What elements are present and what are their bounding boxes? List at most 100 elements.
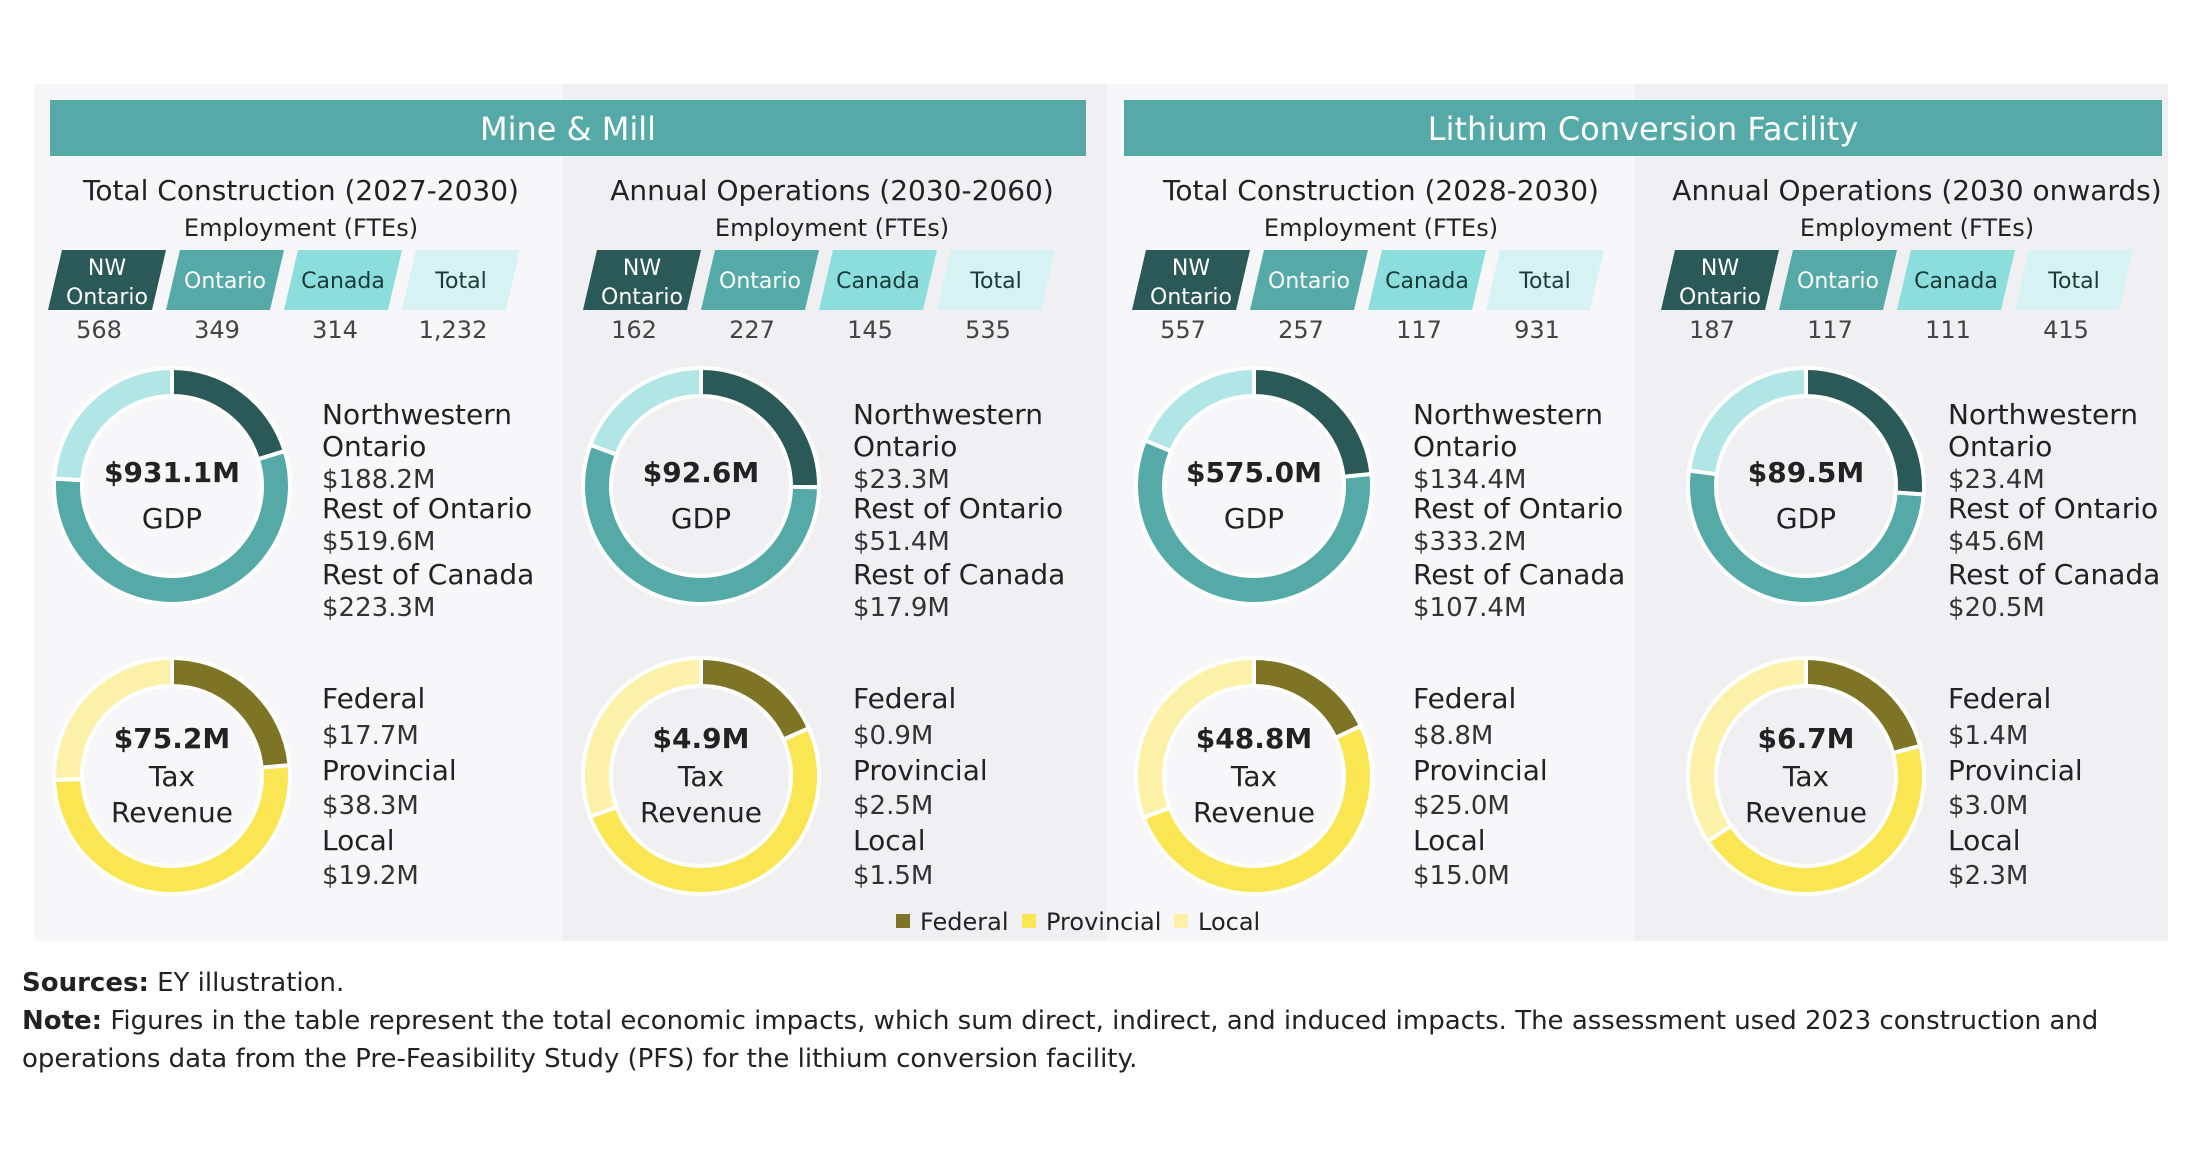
gdp-label: GDP	[1224, 502, 1284, 535]
gdp-breakdown-label: Ontario	[853, 430, 957, 463]
gdp-donut-slice-2	[1686, 468, 1926, 607]
tax-breakdown-label: Provincial	[853, 754, 988, 787]
employment-chip-label: Total	[1518, 269, 1570, 294]
employment-chip-label: Total	[969, 269, 1021, 294]
employment-value: 187	[1689, 316, 1735, 344]
tax-donut-slice-2	[51, 762, 292, 896]
tax-breakdown-label: Local	[322, 824, 395, 857]
tax-donut-slice-2	[587, 725, 821, 897]
employment-chip-2	[1250, 250, 1368, 310]
employment-chip-label: Ontario	[1268, 269, 1350, 294]
gdp-breakdown-value: $45.6M	[1948, 527, 2045, 557]
employment-value: 1,232	[419, 316, 488, 344]
section-title: Annual Operations (2030-2060)	[610, 174, 1054, 207]
tax-breakdown-value: $25.0M	[1413, 791, 1510, 821]
employment-chip-1	[1661, 250, 1779, 310]
gdp-breakdown-value: $23.3M	[853, 465, 950, 495]
tax-breakdown-value: $38.3M	[322, 791, 419, 821]
gdp-breakdown-label: Northwestern	[1413, 398, 1603, 431]
gdp-breakdown-value: $188.2M	[322, 465, 435, 495]
gdp-donut-slice-2	[1134, 437, 1374, 607]
legend-swatch-local	[1174, 914, 1188, 928]
gdp-breakdown-value: $134.4M	[1413, 465, 1526, 495]
section-title: Total Construction (2027-2030)	[82, 174, 519, 207]
tax-label: Tax	[148, 760, 195, 793]
tax-breakdown-label: Provincial	[1948, 754, 2083, 787]
gdp-breakdown-value: $333.2M	[1413, 527, 1526, 557]
employment-chip-3	[819, 250, 937, 310]
gdp-breakdown-label: Rest of Ontario	[853, 492, 1063, 525]
tax-breakdown-label: Federal	[853, 682, 956, 715]
employment-chip-label: Ontario	[1150, 285, 1232, 310]
gdp-breakdown-label: Rest of Ontario	[322, 492, 532, 525]
tax-label: Tax	[677, 760, 724, 793]
employment-chip-label: NW	[1701, 256, 1739, 281]
employment-value: 257	[1278, 316, 1324, 344]
employment-subtitle: Employment (FTEs)	[1800, 214, 2034, 242]
sources-line: Sources: EY illustration.	[22, 964, 2192, 1002]
gdp-breakdown-value: $23.4M	[1948, 465, 2045, 495]
employment-value: 535	[965, 316, 1011, 344]
note-line: Note: Figures in the table represent the…	[22, 1002, 2192, 1078]
gdp-label: GDP	[1776, 502, 1836, 535]
employment-chip-2	[166, 250, 284, 310]
note-text: Figures in the table represent the total…	[22, 1006, 2099, 1074]
tax-total: $48.8M	[1196, 722, 1312, 755]
employment-value: 117	[1396, 316, 1442, 344]
employment-chip-1	[583, 250, 701, 310]
tax-donut-slice-3	[52, 655, 174, 783]
employment-chip-3	[284, 250, 402, 310]
legend-label-federal: Federal	[920, 908, 1009, 936]
tax-breakdown-label: Local	[1948, 824, 2021, 857]
gdp-total: $92.6M	[643, 456, 759, 489]
panel-bg-1	[34, 84, 562, 941]
tax-breakdown-label: Local	[853, 824, 926, 857]
tax-label: Revenue	[111, 796, 233, 829]
tax-breakdown-label: Provincial	[1413, 754, 1548, 787]
employment-chip-label: Canada	[1914, 269, 1998, 294]
sources-label: Sources:	[22, 968, 149, 998]
tax-label: Tax	[1230, 760, 1277, 793]
gdp-total: $931.1M	[104, 456, 240, 489]
tax-breakdown-value: $8.8M	[1413, 721, 1493, 751]
gdp-donut-slice-2	[52, 448, 292, 606]
employment-value: 314	[312, 316, 358, 344]
gdp-breakdown-value: $20.5M	[1948, 593, 2045, 623]
employment-chip-1	[48, 250, 166, 310]
gdp-breakdown-value: $17.9M	[853, 593, 950, 623]
gdp-total: $89.5M	[1748, 456, 1864, 489]
employment-value: 931	[1514, 316, 1560, 344]
section-title: Annual Operations (2030 onwards)	[1672, 174, 2161, 207]
gdp-breakdown-value: $51.4M	[853, 527, 950, 557]
gdp-total: $575.0M	[1186, 456, 1322, 489]
employment-chip-label: Canada	[1385, 269, 1469, 294]
legend-swatch-provincial	[1022, 914, 1036, 928]
tax-breakdown-value: $19.2M	[322, 861, 419, 891]
gdp-label: GDP	[671, 502, 731, 535]
employment-chip-label: Canada	[836, 269, 920, 294]
gdp-breakdown-value: $223.3M	[322, 593, 435, 623]
tax-total: $6.7M	[1758, 722, 1855, 755]
panel-bg-2	[562, 84, 1106, 941]
employment-chip-label: NW	[623, 256, 661, 281]
tax-label: Revenue	[640, 796, 762, 829]
tax-total: $4.9M	[653, 722, 750, 755]
gdp-breakdown-value: $519.6M	[322, 527, 435, 557]
tax-donut-slice-3	[1134, 655, 1256, 821]
employment-subtitle: Employment (FTEs)	[715, 214, 949, 242]
gdp-breakdown-label: Rest of Canada	[322, 558, 534, 591]
notes-block: Sources: EY illustration. Note: Figures …	[22, 964, 2192, 1078]
legend-label-local: Local	[1198, 908, 1260, 936]
employment-chip-4	[1486, 250, 1604, 310]
gdp-donut-slice-3	[1686, 365, 1808, 477]
gdp-breakdown-label: Ontario	[1948, 430, 2052, 463]
gdp-breakdown-label: Northwestern	[322, 398, 512, 431]
gdp-breakdown-value: $107.4M	[1413, 593, 1526, 623]
employment-chip-2	[1779, 250, 1897, 310]
tax-breakdown-label: Federal	[322, 682, 425, 715]
employment-value: 111	[1925, 316, 1971, 344]
employment-chip-label: Ontario	[601, 285, 683, 310]
gdp-donut-slice-3	[1142, 365, 1256, 454]
gdp-breakdown-label: Rest of Canada	[1948, 558, 2160, 591]
